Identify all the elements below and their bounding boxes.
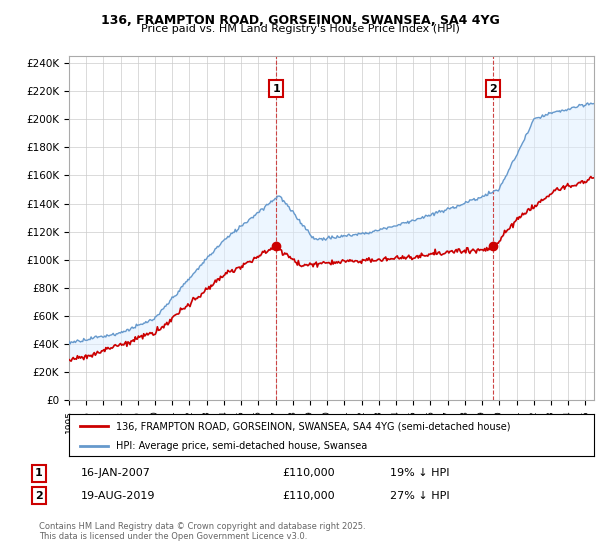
Text: 1: 1 <box>35 468 43 478</box>
Text: £110,000: £110,000 <box>282 468 335 478</box>
Text: 19-AUG-2019: 19-AUG-2019 <box>81 491 155 501</box>
Text: £110,000: £110,000 <box>282 491 335 501</box>
Text: 1: 1 <box>272 83 280 94</box>
Text: Contains HM Land Registry data © Crown copyright and database right 2025.
This d: Contains HM Land Registry data © Crown c… <box>39 522 365 542</box>
Text: 2: 2 <box>489 83 497 94</box>
Text: Price paid vs. HM Land Registry's House Price Index (HPI): Price paid vs. HM Land Registry's House … <box>140 24 460 34</box>
Text: 27% ↓ HPI: 27% ↓ HPI <box>390 491 449 501</box>
Text: 2: 2 <box>35 491 43 501</box>
Text: 136, FRAMPTON ROAD, GORSEINON, SWANSEA, SA4 4YG (semi-detached house): 136, FRAMPTON ROAD, GORSEINON, SWANSEA, … <box>116 421 511 431</box>
Text: 19% ↓ HPI: 19% ↓ HPI <box>390 468 449 478</box>
Text: HPI: Average price, semi-detached house, Swansea: HPI: Average price, semi-detached house,… <box>116 441 367 451</box>
Text: 136, FRAMPTON ROAD, GORSEINON, SWANSEA, SA4 4YG: 136, FRAMPTON ROAD, GORSEINON, SWANSEA, … <box>101 14 499 27</box>
Text: 16-JAN-2007: 16-JAN-2007 <box>81 468 151 478</box>
